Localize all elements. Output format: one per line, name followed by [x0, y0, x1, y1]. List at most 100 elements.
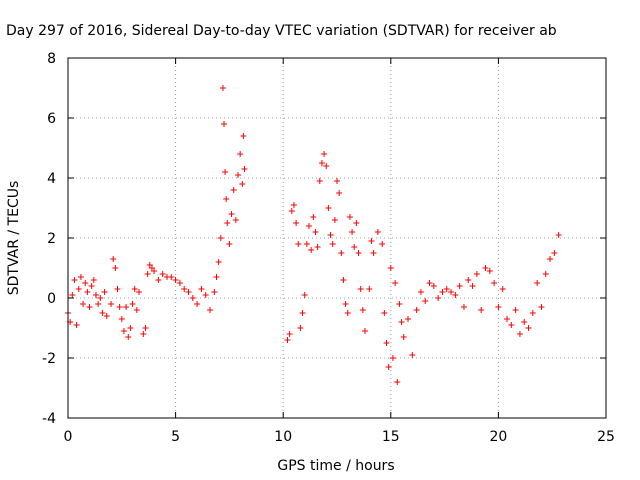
data-point [374, 229, 381, 235]
data-point [97, 295, 104, 301]
data-point [108, 301, 115, 307]
data-point [342, 301, 349, 307]
data-point [129, 301, 136, 307]
data-point [80, 301, 87, 307]
data-point [297, 325, 304, 331]
data-point [366, 286, 373, 292]
data-point [136, 289, 143, 295]
points-layer [65, 85, 562, 385]
data-point [422, 298, 429, 304]
data-point [144, 271, 151, 277]
x-tick-label: 0 [64, 429, 73, 445]
data-point [118, 316, 125, 322]
data-point [321, 151, 328, 157]
grid-layer [68, 58, 606, 418]
data-point [288, 208, 295, 214]
x-tick-label: 15 [382, 429, 400, 445]
data-point [140, 331, 147, 337]
data-point [290, 202, 297, 208]
data-point [168, 274, 175, 280]
x-tick-label: 25 [597, 429, 615, 445]
data-point [222, 169, 229, 175]
data-point [308, 247, 315, 253]
data-point [219, 85, 226, 91]
data-point [499, 286, 506, 292]
data-point [361, 328, 368, 334]
data-point [172, 277, 179, 283]
data-point [73, 322, 80, 328]
data-point [435, 295, 442, 301]
data-point [155, 277, 162, 283]
data-point [240, 133, 247, 139]
data-point [334, 178, 340, 184]
data-point [409, 352, 416, 358]
data-point [286, 331, 293, 337]
data-point [379, 241, 386, 247]
data-point [351, 244, 358, 250]
data-point [327, 232, 334, 238]
data-point [392, 280, 399, 286]
data-point [331, 217, 338, 223]
y-tick-label: 8 [47, 51, 56, 67]
data-point [232, 217, 239, 223]
data-point [452, 292, 459, 298]
data-point [368, 238, 375, 244]
data-point [185, 289, 192, 295]
data-point [521, 319, 528, 325]
data-point [318, 160, 325, 166]
y-axis-label: SDTVAR / TECUs [6, 181, 22, 296]
y-tick-label: -4 [42, 411, 56, 427]
data-point [355, 250, 362, 256]
data-point [336, 190, 343, 196]
data-point [370, 250, 377, 256]
data-point [547, 256, 554, 262]
ticks-layer: 0 5 10 15 20 25 -4 -2 0 2 4 6 8 [42, 51, 615, 445]
data-point [114, 286, 121, 292]
data-point [314, 244, 321, 250]
data-point [329, 241, 336, 247]
data-point [349, 229, 356, 235]
data-point [504, 316, 511, 322]
data-point [198, 286, 205, 292]
data-point [116, 304, 123, 310]
x-axis-label: GPS time / hours [277, 458, 394, 474]
data-point [211, 289, 218, 295]
data-point [473, 271, 480, 277]
data-point [84, 289, 91, 295]
data-point [99, 310, 106, 316]
data-point [303, 241, 310, 247]
data-point [71, 277, 78, 283]
data-point [486, 268, 493, 274]
data-point [142, 325, 149, 331]
data-point [133, 307, 140, 313]
data-point [430, 283, 437, 289]
data-point [344, 310, 351, 316]
data-point [82, 280, 89, 286]
data-point [312, 229, 319, 235]
data-point [306, 223, 313, 229]
data-point [237, 151, 244, 157]
data-point [448, 289, 455, 295]
data-point [151, 268, 158, 274]
data-point [340, 277, 347, 283]
data-point [357, 286, 364, 292]
data-point [110, 256, 117, 262]
data-point [241, 166, 248, 172]
data-point [88, 283, 95, 289]
data-point [529, 310, 536, 316]
data-point [86, 304, 93, 310]
data-point [217, 235, 224, 241]
data-point [131, 286, 138, 292]
data-point [69, 292, 76, 298]
data-point [478, 307, 485, 313]
data-point [538, 304, 545, 310]
data-point [387, 265, 394, 271]
x-tick-label: 20 [489, 429, 507, 445]
data-point [226, 241, 233, 247]
data-point [346, 214, 353, 220]
data-point [381, 310, 388, 316]
data-point [525, 325, 532, 331]
data-point [323, 163, 330, 169]
data-point [338, 250, 345, 256]
